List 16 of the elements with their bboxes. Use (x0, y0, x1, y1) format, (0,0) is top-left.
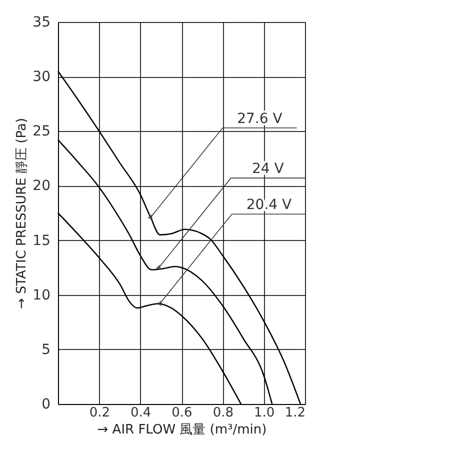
y-axis-title: → STATIC PRESSURE 靜圧 (Pa) (14, 118, 30, 310)
y-tick-label: 0 (42, 396, 50, 412)
x-tick-label: 0.8 (212, 406, 234, 420)
y-tick-label: 20 (32, 178, 50, 194)
x-tick-label: 0.2 (89, 406, 110, 420)
x-tick-label: 1.0 (254, 406, 275, 420)
y-tick-label: 15 (32, 232, 50, 249)
y-tick-label: 25 (32, 124, 50, 140)
y-tick-label: 30 (32, 69, 50, 86)
x-tick-label: 0.4 (130, 406, 152, 420)
y-tick-label: 10 (32, 287, 50, 304)
y-tick-label: 35 (32, 14, 50, 30)
y-tick-label: 5 (42, 342, 50, 358)
x-tick-label: 1.2 (284, 406, 306, 420)
x-axis-title: → AIR FLOW 風量 (m³/min) (97, 422, 267, 438)
x-tick-label: 0.6 (172, 406, 192, 420)
